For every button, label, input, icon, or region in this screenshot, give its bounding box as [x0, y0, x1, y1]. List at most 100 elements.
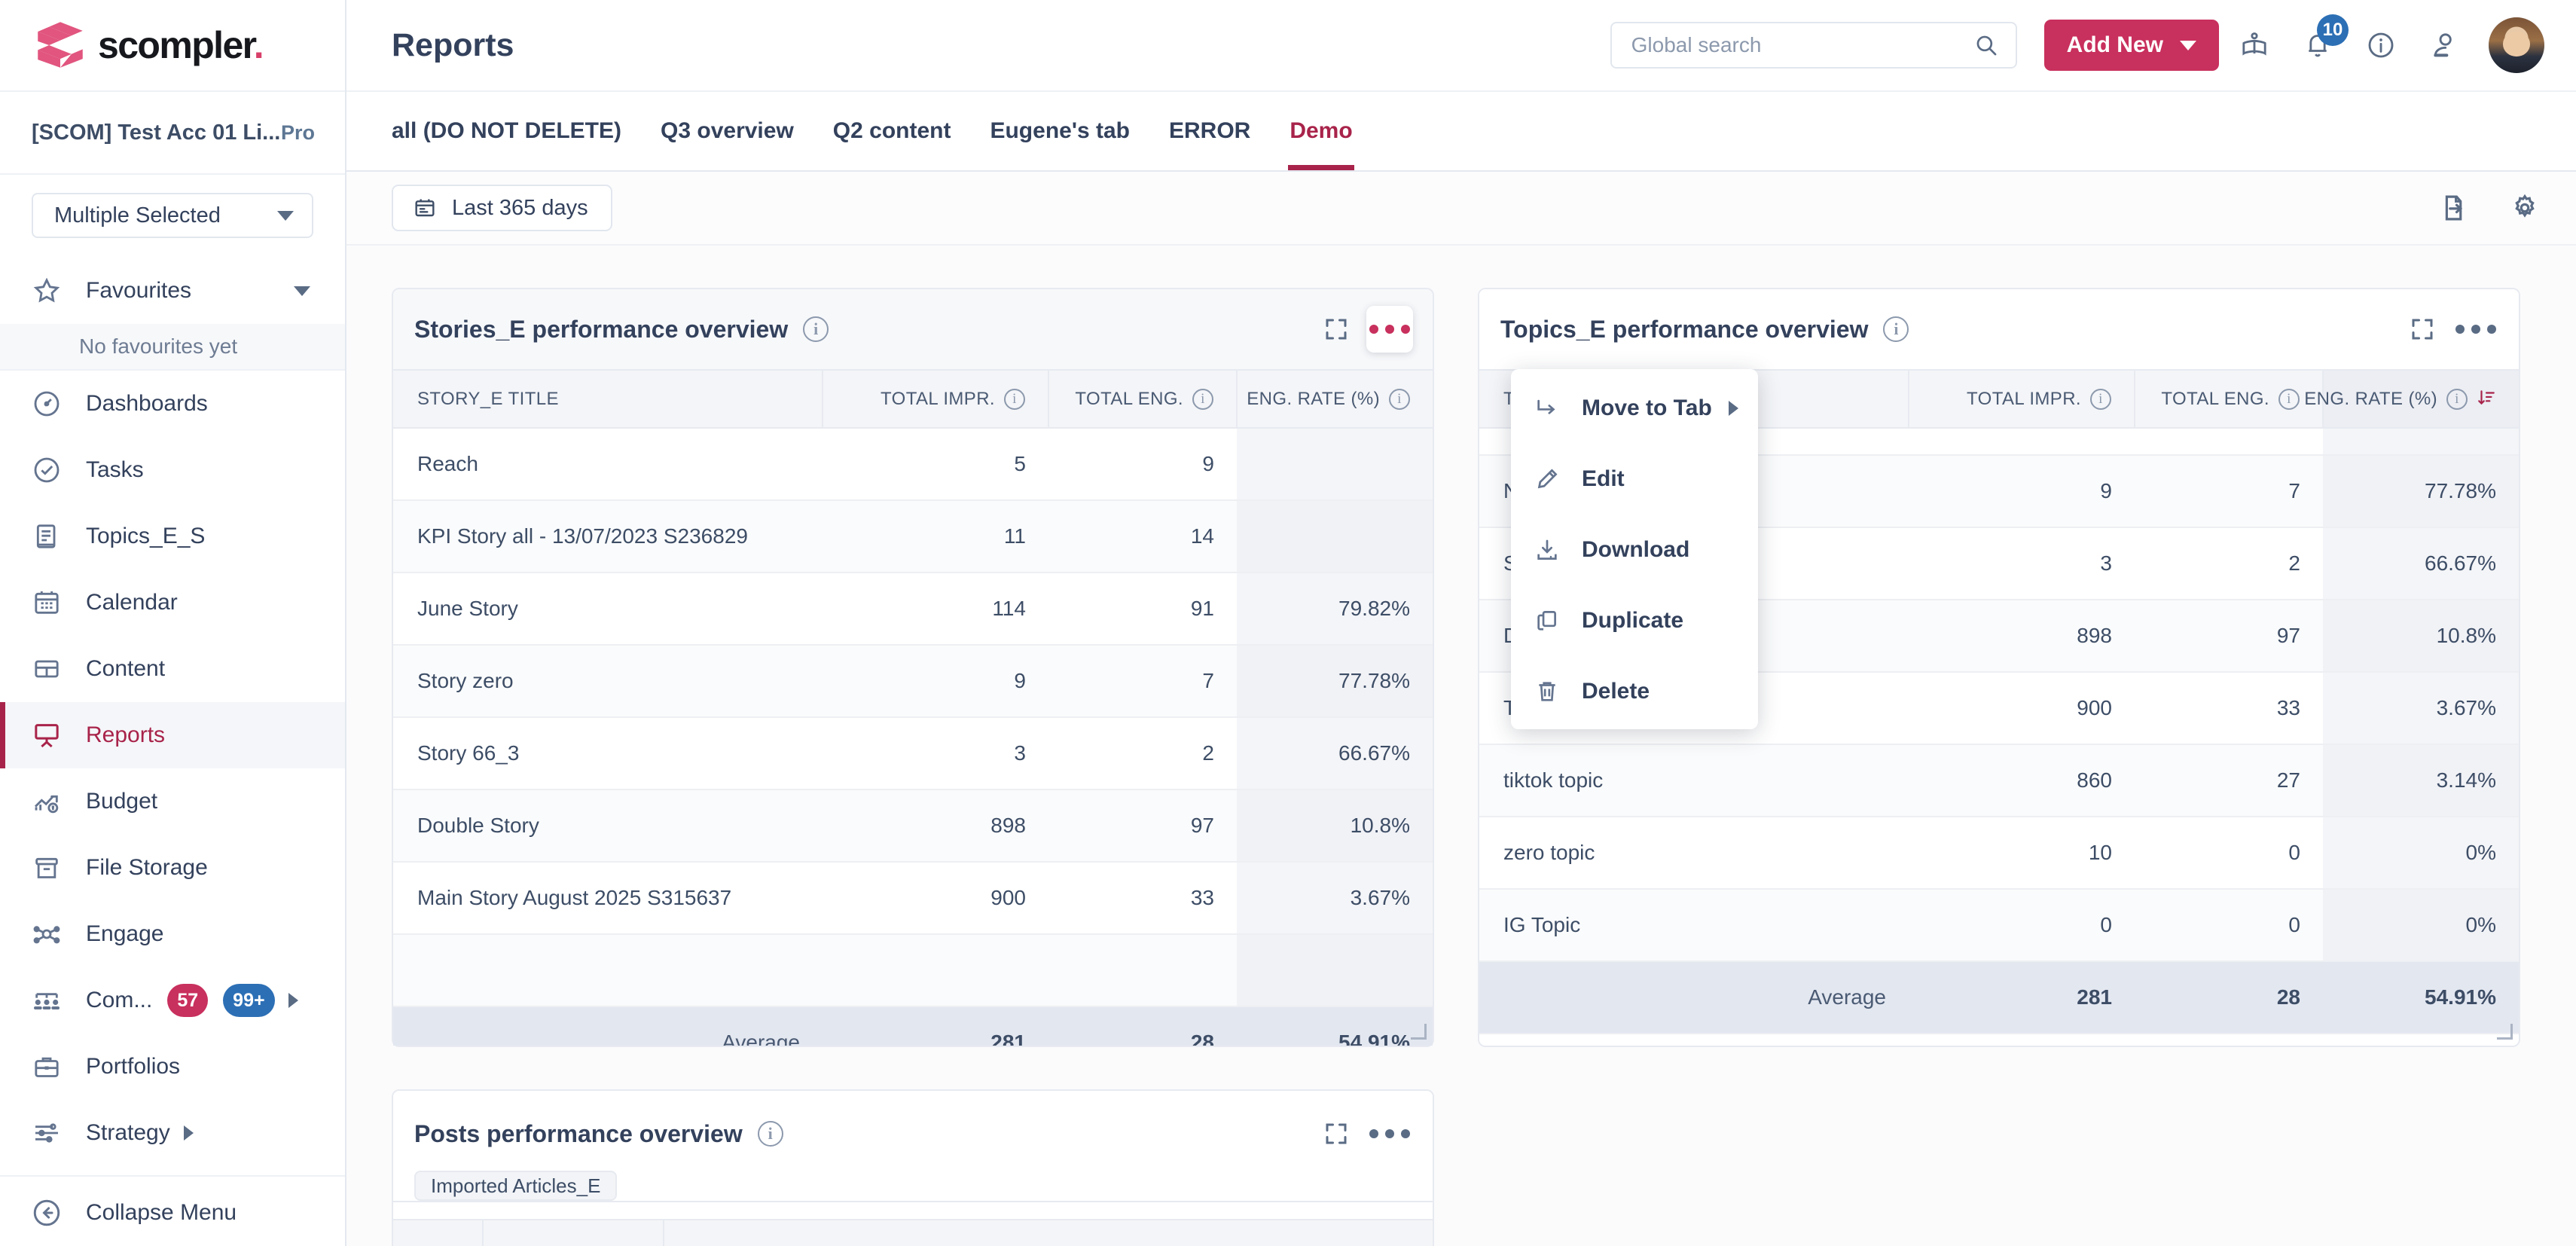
chevron-right-icon[interactable]	[288, 993, 298, 1008]
sidebar-item-budget[interactable]: Budget	[0, 768, 345, 835]
dot	[1385, 1129, 1394, 1138]
chevron-down-icon[interactable]	[294, 286, 310, 296]
cell-eng: 0	[2135, 817, 2323, 890]
context-menu-move-to-tab[interactable]: Move to Tab	[1511, 383, 1758, 434]
table-row[interactable]: June Story 114 91 79.82%	[393, 573, 1433, 646]
col-story-title[interactable]: STORY_E TITLE	[393, 371, 823, 429]
average-eng: 28	[1048, 1006, 1237, 1046]
sidebar-item-engage[interactable]: Engage	[0, 901, 345, 967]
sidebar-item-dashboards[interactable]: Dashboards	[0, 371, 345, 437]
expand-widget-button[interactable]	[1317, 310, 1356, 349]
table-average-row: Average 281 28 54.91%	[393, 1006, 1433, 1046]
widget-more-button[interactable]	[1366, 1110, 1413, 1157]
tab-all-do-not-delete[interactable]: all (DO NOT DELETE)	[392, 92, 641, 170]
info-icon[interactable]: i	[2446, 388, 2468, 410]
table-row[interactable]: tiktok topic 860 27 3.14%	[1479, 744, 2519, 817]
sidebar-item-file-storage[interactable]: File Storage	[0, 835, 345, 901]
table-row[interactable]: Story zero 9 7 77.78%	[393, 645, 1433, 718]
sidebar-item-topics[interactable]: Topics_E_S	[0, 503, 345, 570]
sidebar-collapse-menu[interactable]: Collapse Menu	[0, 1177, 345, 1246]
brand-logo[interactable]: scompler.	[0, 0, 345, 92]
col-eng-rate[interactable]: ENG. RATE (%) i	[2304, 371, 2519, 429]
context-menu-label: Move to Tab	[1582, 395, 1712, 420]
sidebar-item-reports[interactable]: Reports	[0, 702, 345, 768]
cell-rate: 10.8%	[1237, 789, 1433, 863]
cell-title: June Story	[393, 573, 823, 646]
presentation-icon	[30, 719, 63, 752]
notification-count-badge: 10	[2317, 14, 2349, 46]
channel-selector[interactable]: Multiple Selected	[32, 193, 313, 238]
info-icon[interactable]: i	[757, 1121, 783, 1147]
export-report-icon[interactable]	[2434, 188, 2474, 228]
info-icon[interactable]: i	[1883, 316, 1909, 342]
info-icon[interactable]: i	[1192, 388, 1213, 410]
date-range-filter[interactable]: Last 365 days	[392, 185, 612, 231]
table-row[interactable]: Double Story 898 97 10.8%	[393, 789, 1433, 863]
report-settings-gear-icon[interactable]	[2505, 188, 2544, 228]
tab-error[interactable]: ERROR	[1149, 92, 1270, 170]
tab-q2-content[interactable]: Q2 content	[813, 92, 971, 170]
widget-resize-handle[interactable]	[2496, 1023, 2513, 1040]
context-menu-duplicate[interactable]: Duplicate	[1511, 595, 1758, 646]
expand-widget-button[interactable]	[2403, 310, 2442, 349]
info-icon[interactable]: i	[1389, 388, 1410, 410]
global-search[interactable]	[1610, 22, 2017, 69]
add-new-button[interactable]: Add New	[2043, 20, 2219, 71]
column-label: TOTAL IMPR.	[1967, 388, 2081, 409]
sort-descending-icon[interactable]	[2477, 388, 2496, 411]
spacer	[2135, 428, 2323, 456]
table-row[interactable]: Story 66_3 3 2 66.67%	[393, 717, 1433, 790]
user-avatar[interactable]	[2489, 17, 2544, 73]
notifications-bell-icon[interactable]: 10	[2290, 14, 2349, 73]
posts-source-tag[interactable]: Imported Articles_E	[414, 1171, 618, 1201]
support-agent-icon[interactable]	[2416, 17, 2472, 73]
context-menu-edit[interactable]: Edit	[1511, 454, 1758, 505]
table-row[interactable]: Reach 5 9	[393, 428, 1433, 501]
network-icon	[30, 918, 63, 951]
sidebar-item-favourites[interactable]: Favourites	[0, 258, 345, 324]
favourites-empty-text: No favourites yet	[0, 324, 345, 371]
chevron-right-icon[interactable]	[183, 1125, 194, 1141]
column-label: ENG. RATE (%)	[2304, 388, 2437, 409]
community-badge-unread: 99+	[223, 984, 275, 1017]
account-row[interactable]: [SCOM] Test Acc 01 Li... Pro	[0, 92, 345, 175]
context-menu-download[interactable]: Download	[1511, 524, 1758, 576]
chevron-down-icon	[277, 210, 294, 221]
widget-resize-handle[interactable]	[1410, 1023, 1427, 1040]
table-row[interactable]: IG Topic 0 0 0%	[1479, 889, 2519, 962]
sidebar-item-tasks[interactable]: Tasks	[0, 437, 345, 503]
add-new-label: Add New	[2066, 32, 2163, 57]
tab-eugenes-tab[interactable]: Eugene's tab	[970, 92, 1149, 170]
info-icon[interactable]: i	[1004, 388, 1025, 410]
col-total-eng[interactable]: TOTAL ENG. i	[1048, 371, 1238, 429]
column-label: TOTAL ENG.	[1075, 388, 1183, 409]
table-row[interactable]: zero topic 10 0 0%	[1479, 817, 2519, 890]
info-icon[interactable]: i	[2278, 388, 2300, 410]
col-total-impr[interactable]: TOTAL IMPR. i	[1909, 371, 2135, 429]
info-icon[interactable]: i	[803, 316, 829, 342]
sidebar-item-content[interactable]: Content	[0, 636, 345, 702]
table-row[interactable]: Main Story August 2025 S315637 900 33 3.…	[393, 862, 1433, 935]
widget-more-button[interactable]	[1366, 306, 1413, 353]
stories-table-wrap[interactable]: STORY_E TITLE TOTAL IMPR. i TOTAL ENG. i E…	[393, 371, 1433, 1046]
sidebar-item-portfolios[interactable]: Portfolios	[0, 1034, 345, 1100]
context-menu-delete[interactable]: Delete	[1511, 666, 1758, 717]
col-total-impr[interactable]: TOTAL IMPR. i	[823, 371, 1049, 429]
col-eng-rate[interactable]: ENG. RATE (%) i	[1237, 371, 1433, 429]
tab-q3-overview[interactable]: Q3 overview	[641, 92, 813, 170]
sidebar-item-calendar[interactable]: Calendar	[0, 570, 345, 636]
sidebar-item-strategy[interactable]: Strategy	[0, 1100, 345, 1166]
table-row[interactable]: KPI Story all - 13/07/2023 S236829 11 14	[393, 500, 1433, 573]
sidebar-item-community[interactable]: Com... 57 99+	[0, 967, 345, 1034]
search-icon[interactable]	[1973, 32, 1999, 58]
tab-demo[interactable]: Demo	[1270, 92, 1372, 170]
knowledge-base-icon[interactable]	[2227, 17, 2282, 73]
widget-more-button[interactable]	[2452, 306, 2499, 353]
expand-widget-button[interactable]	[1317, 1114, 1356, 1153]
info-icon[interactable]	[2353, 17, 2409, 73]
search-input[interactable]	[1631, 33, 1973, 57]
info-icon[interactable]: i	[2090, 388, 2111, 410]
col-total-eng[interactable]: TOTAL ENG. i	[2135, 371, 2324, 429]
scompler-logo-icon	[38, 22, 83, 68]
